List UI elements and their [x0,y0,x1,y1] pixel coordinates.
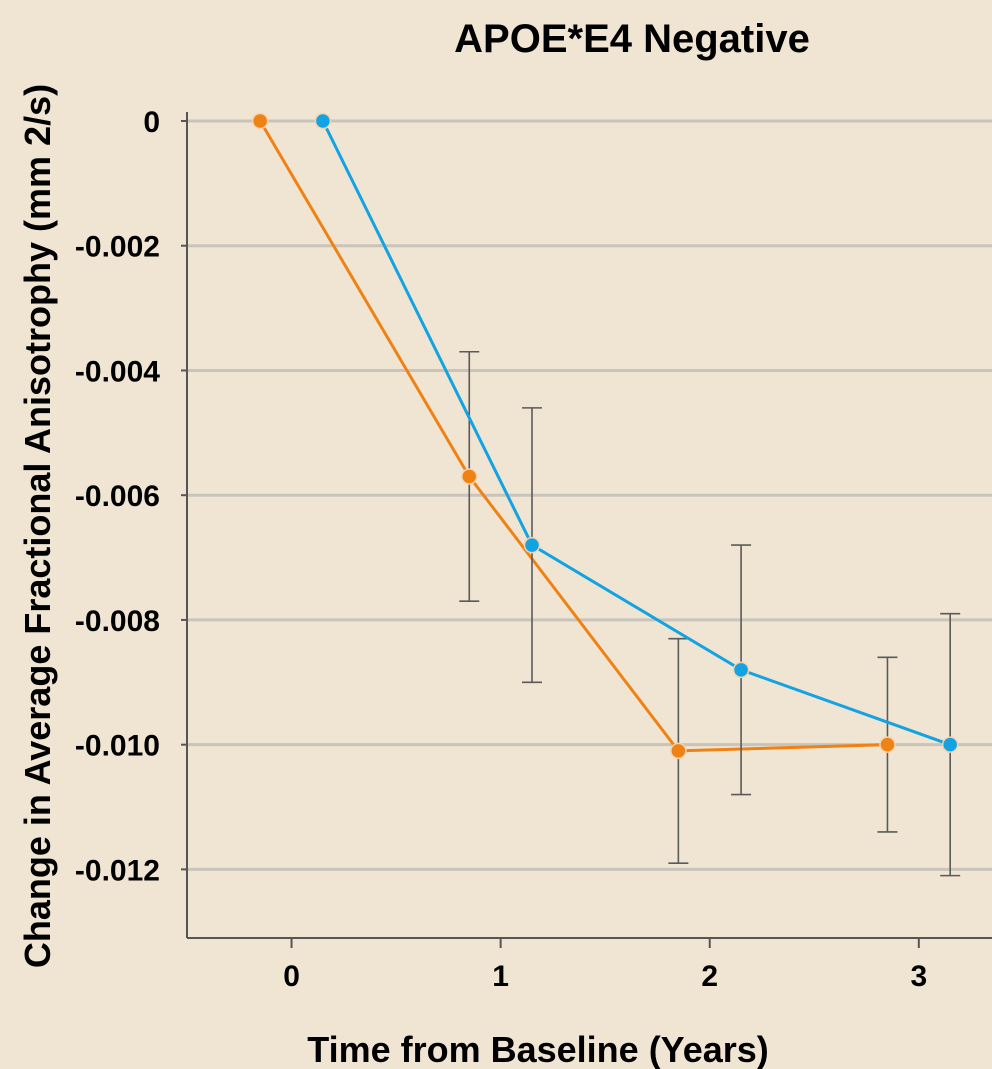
x-tick-label: 3 [910,960,927,993]
x-axis-label: Time from Baseline (Years) [307,1029,769,1069]
data-point [941,736,959,753]
series-line [258,120,888,753]
y-tick-label: -0.006 [75,480,160,513]
data-point [732,661,750,679]
chart-title: APOE*E4 Negative [454,17,810,61]
series-line [321,120,951,747]
x-tick-label: 0 [283,960,300,993]
y-tick-label: -0.008 [75,605,160,638]
data-point [670,742,687,760]
axes [181,112,992,948]
x-tick-label: 2 [701,960,718,993]
x-tick-labels: 0 1 2 3 [283,960,927,993]
y-tick-label: -0.004 [75,355,160,388]
series-1 [251,112,898,864]
series [251,112,961,877]
y-tick-labels: 0 -0.002 -0.004 -0.006 -0.008 -0.010 -0.012 [75,106,160,887]
y-tick-label: -0.010 [75,730,160,763]
y-tick-label: -0.012 [75,854,160,887]
gridlines [187,119,992,871]
series-2 [314,112,961,877]
y-tick-label: 0 [143,106,160,139]
x-tick-label: 1 [492,960,509,993]
y-axis-label: Change in Average Fractional Anisotrophy… [17,84,58,968]
data-point [314,112,332,130]
data-point [461,468,478,485]
data-point [523,536,541,554]
data-point [879,736,896,753]
data-point [251,112,269,130]
y-tick-label: -0.002 [75,231,160,264]
